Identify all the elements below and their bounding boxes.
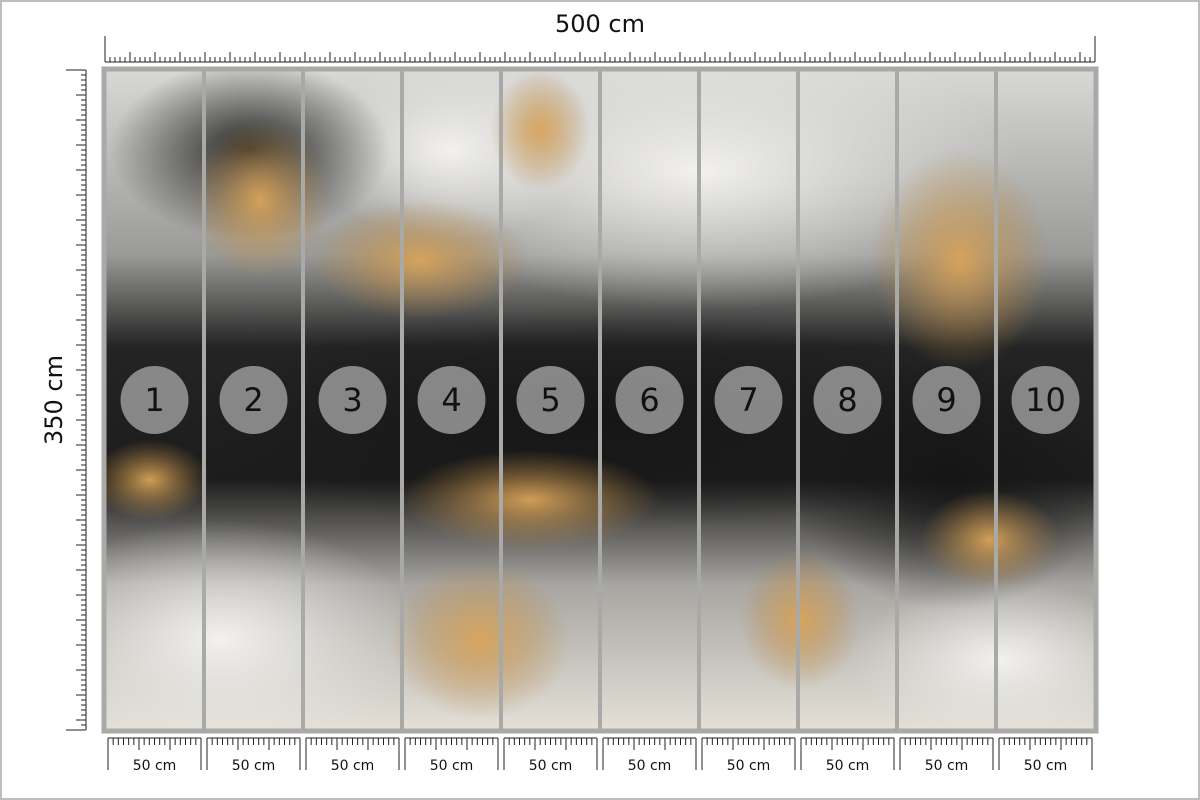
rulers	[66, 36, 1096, 770]
panel-number: 10	[1025, 381, 1066, 419]
panel-badge	[516, 366, 585, 434]
panel-badge	[120, 366, 189, 434]
panel-divider	[697, 70, 701, 730]
marble-image	[105, 70, 1095, 730]
panel-badge	[318, 366, 387, 434]
panel-width-label: 50 cm	[727, 758, 771, 774]
width-label: 500 cm	[555, 10, 645, 38]
panel-divider	[598, 70, 602, 730]
panel-divider	[301, 70, 305, 730]
panel-width-label: 50 cm	[826, 758, 870, 774]
panel-width-label: 50 cm	[232, 758, 276, 774]
panel-divider	[499, 70, 503, 730]
panel-badge	[417, 366, 486, 434]
panel-width-label: 50 cm	[133, 758, 177, 774]
panel-width-label: 50 cm	[331, 758, 375, 774]
panel-badge	[714, 366, 783, 434]
panel-number: 6	[639, 381, 659, 419]
image-border	[101, 66, 1099, 734]
panel-divider	[796, 70, 800, 730]
panel-width-label: 50 cm	[628, 758, 672, 774]
panel-number: 7	[738, 381, 758, 419]
panel-badge	[912, 366, 981, 434]
panel-number: 4	[441, 381, 461, 419]
panel-divider	[895, 70, 899, 730]
panel-badge	[615, 366, 684, 434]
panel-number: 2	[243, 381, 263, 419]
panel-width-label: 50 cm	[529, 758, 573, 774]
panel-number: 1	[144, 381, 164, 419]
panel-divider	[202, 70, 206, 730]
panel-number: 5	[540, 381, 560, 419]
panel-number: 8	[837, 381, 857, 419]
panel-width-label: 50 cm	[1024, 758, 1068, 774]
height-label: 350 cm	[40, 355, 68, 445]
panel-divider	[400, 70, 404, 730]
panel-badge	[219, 366, 288, 434]
panels: 1 50 cm 2 50 cm 3 50 cm 4 50 cm 5 50 cm 6 50 cm 7 50 …	[120, 70, 1080, 774]
panel-width-label: 50 cm	[925, 758, 969, 774]
panel-number: 3	[342, 381, 362, 419]
panel-badge	[1011, 366, 1080, 434]
panel-divider	[994, 70, 998, 730]
panel-number: 9	[936, 381, 956, 419]
panel-width-label: 50 cm	[430, 758, 474, 774]
panel-badge	[813, 366, 882, 434]
